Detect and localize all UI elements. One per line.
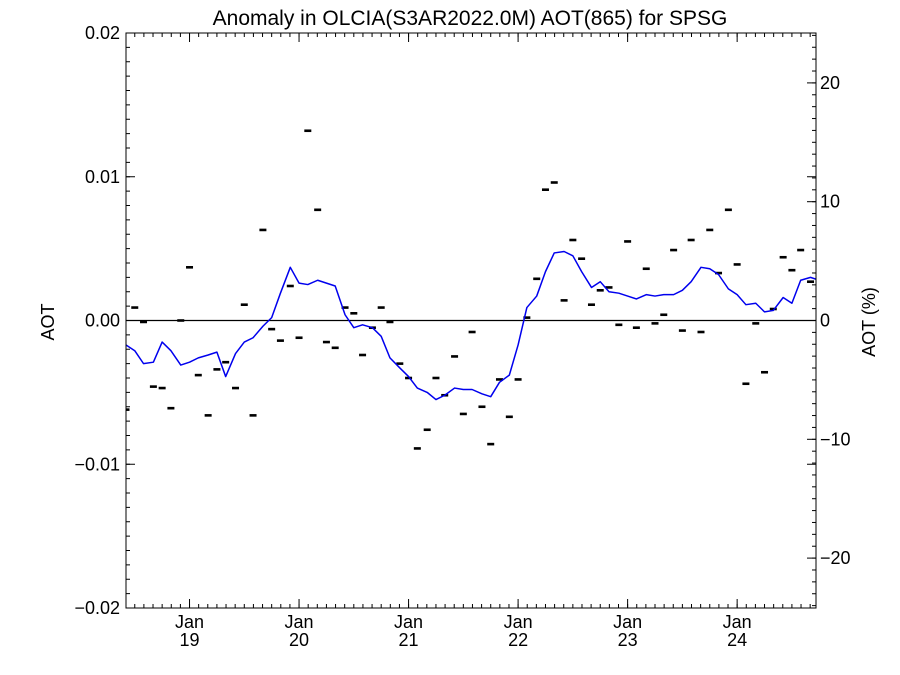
x-tick-label: Jan (285, 612, 314, 632)
y-tick-label: 0.01 (85, 167, 120, 187)
x-tick-sublabel: 21 (399, 630, 419, 650)
y2-tick-label: 20 (820, 73, 840, 93)
y-tick-label: 0.00 (85, 311, 120, 331)
y-tick-label: 0.02 (85, 23, 120, 43)
y-tick-label: −0.02 (74, 598, 120, 618)
x-tick-sublabel: 24 (727, 630, 747, 650)
smoothed-anomaly-line (126, 250, 816, 401)
x-tick-sublabel: 20 (289, 630, 309, 650)
x-tick-label: Jan (504, 612, 533, 632)
x-tick-label: Jan (394, 612, 423, 632)
x-tick-sublabel: 19 (180, 630, 200, 650)
x-tick-sublabel: 23 (618, 630, 638, 650)
y2-axis-title: AOT (%) (859, 287, 879, 357)
y2-tick-label: 0 (820, 311, 830, 331)
x-tick-sublabel: 22 (508, 630, 528, 650)
x-tick-label: Jan (723, 612, 752, 632)
chart-title: Anomaly in OLCIA(S3AR2022.0M) AOT(865) f… (213, 7, 728, 30)
y2-tick-label: 10 (820, 192, 840, 212)
data-layer (126, 129, 816, 450)
y-axis-title: AOT (38, 303, 58, 340)
x-tick-label: Jan (175, 612, 204, 632)
y2-tick-label: −10 (820, 429, 851, 449)
x-tick-label: Jan (613, 612, 642, 632)
axes-layer: 0.020.010.00−0.01−0.0220100−10−20Jan19Ja… (74, 23, 850, 650)
y2-tick-label: −20 (820, 548, 851, 568)
y-tick-label: −0.01 (74, 454, 120, 474)
plot-frame (125, 32, 817, 609)
